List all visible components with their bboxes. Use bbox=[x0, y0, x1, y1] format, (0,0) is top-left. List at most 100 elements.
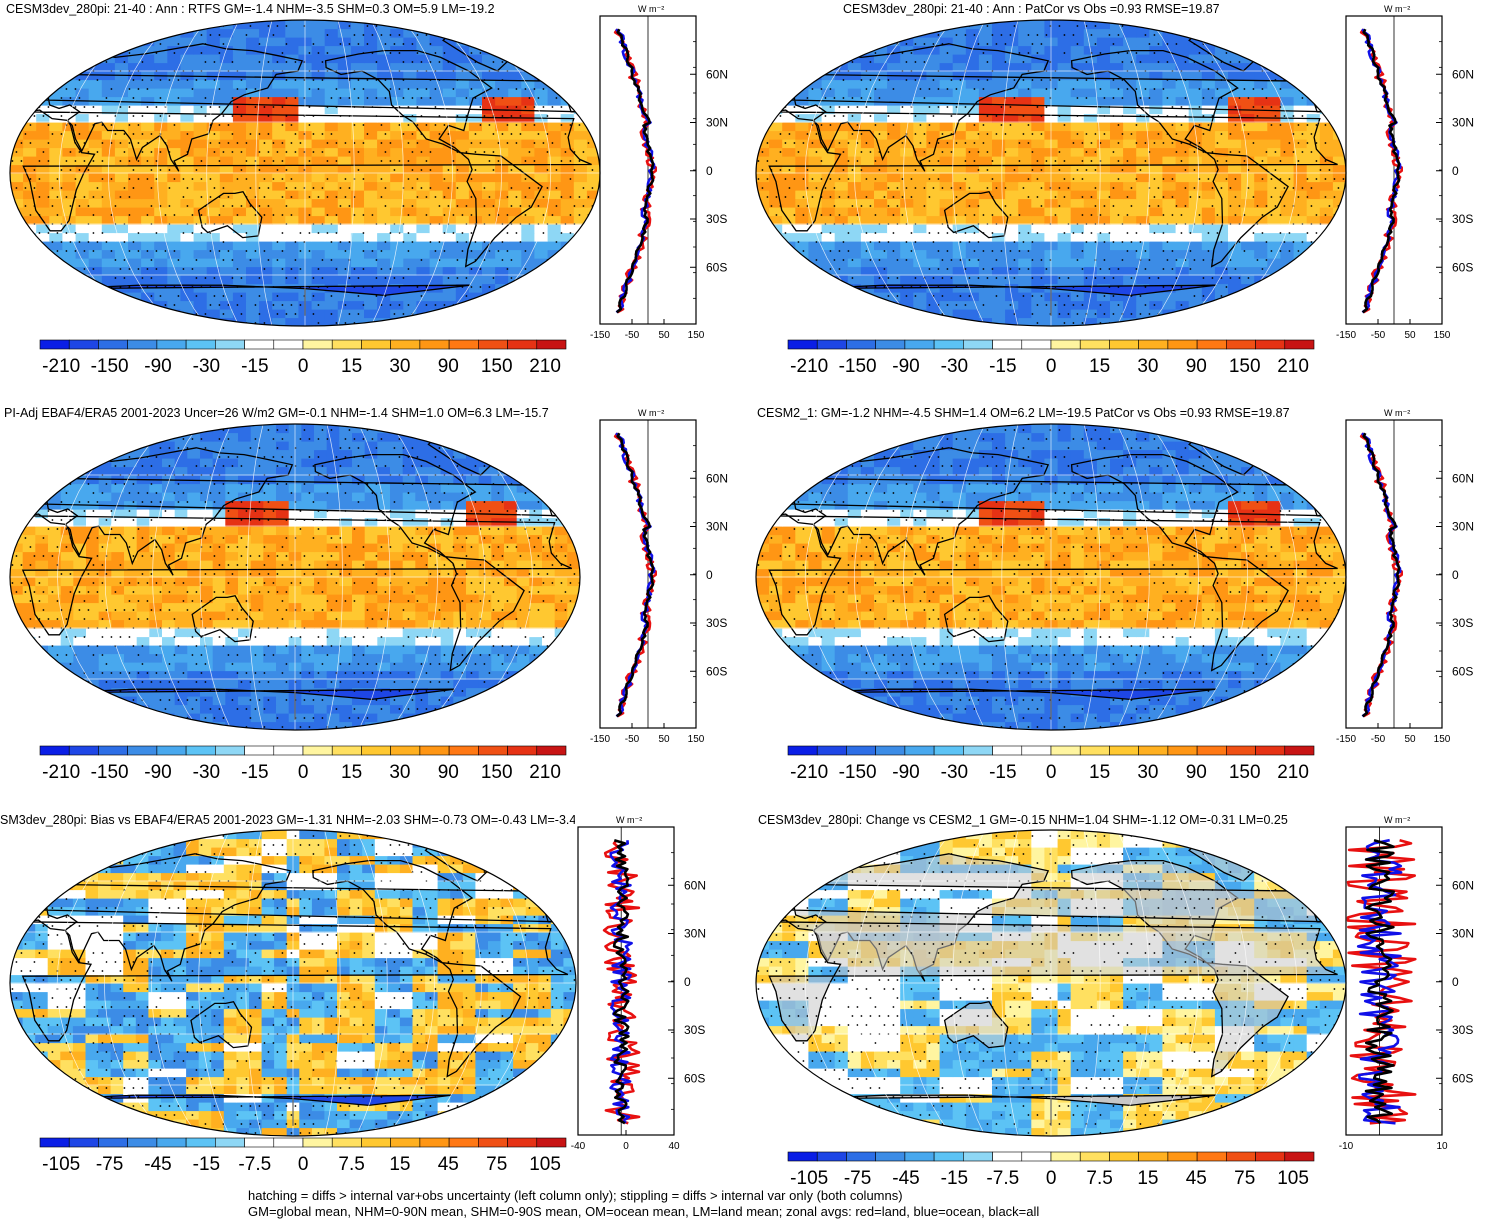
map-cell bbox=[285, 181, 299, 191]
map-cell bbox=[900, 37, 914, 47]
map-cell bbox=[1005, 62, 1019, 72]
map-cell bbox=[1201, 88, 1216, 98]
map-cell bbox=[586, 173, 600, 183]
map-cell bbox=[952, 139, 967, 149]
map-cell bbox=[1083, 139, 1098, 149]
stipple-dot bbox=[510, 61, 513, 63]
map-cell bbox=[403, 20, 417, 30]
map-cell bbox=[1149, 147, 1163, 157]
stipple-dot bbox=[447, 277, 450, 279]
map-cell bbox=[482, 164, 496, 174]
stipple-dot bbox=[299, 232, 302, 234]
stipple-dot bbox=[986, 79, 989, 81]
map-cell bbox=[1070, 20, 1085, 30]
stipple-dot bbox=[470, 52, 473, 54]
map-cell bbox=[23, 198, 37, 208]
map-cell bbox=[769, 45, 783, 55]
stipple-dot bbox=[15, 295, 18, 297]
map-cell bbox=[364, 130, 378, 140]
map-cell bbox=[1110, 156, 1124, 166]
map-cell bbox=[887, 79, 901, 89]
stipple-dot bbox=[56, 52, 59, 54]
map-cell bbox=[1319, 181, 1334, 191]
stipple-dot bbox=[501, 259, 504, 261]
map-cell bbox=[36, 62, 50, 72]
stipple-dot bbox=[290, 178, 293, 180]
map-cell bbox=[154, 300, 168, 310]
map-cell bbox=[521, 207, 535, 217]
stipple-dot bbox=[865, 106, 868, 108]
map-cell bbox=[1293, 88, 1308, 98]
map-cell bbox=[206, 292, 221, 302]
map-cell bbox=[246, 241, 260, 251]
map-cell bbox=[1057, 113, 1072, 123]
stipple-dot bbox=[290, 304, 293, 306]
map-cell bbox=[1228, 122, 1242, 132]
stipple-dot bbox=[555, 43, 558, 45]
map-cell bbox=[1149, 232, 1163, 242]
map-cell bbox=[887, 173, 901, 183]
map-cell bbox=[377, 130, 391, 140]
map-cell bbox=[442, 37, 457, 47]
stipple-dot bbox=[15, 241, 18, 243]
map-cell bbox=[521, 181, 535, 191]
map-cell bbox=[1005, 147, 1019, 157]
stipple-dot bbox=[294, 277, 297, 279]
map-cell bbox=[180, 300, 195, 310]
stipple-dot bbox=[29, 88, 32, 90]
map-cell bbox=[337, 71, 352, 81]
stipple-dot bbox=[281, 106, 284, 108]
stipple-dot bbox=[159, 205, 162, 207]
stipple-dot bbox=[159, 115, 162, 117]
stipple-dot bbox=[420, 151, 423, 153]
stipple-dot bbox=[375, 79, 378, 81]
map-cell bbox=[1057, 292, 1072, 302]
map-cell bbox=[534, 37, 549, 47]
stipple-dot bbox=[231, 61, 234, 63]
map-cell bbox=[1031, 241, 1045, 251]
map-cell bbox=[88, 122, 103, 132]
stipple-dot bbox=[497, 160, 500, 162]
map-cell bbox=[455, 130, 470, 140]
map-cell bbox=[992, 241, 1006, 251]
stipple-dot bbox=[389, 142, 392, 144]
map-cell bbox=[232, 105, 247, 115]
map-cell bbox=[978, 71, 993, 81]
map-cell bbox=[1293, 190, 1308, 200]
map-cell bbox=[1188, 275, 1203, 285]
map-cell bbox=[978, 28, 993, 38]
map-cell bbox=[350, 215, 365, 225]
stipple-dot bbox=[479, 124, 482, 126]
stipple-dot bbox=[551, 142, 554, 144]
stipple-dot bbox=[195, 277, 198, 279]
stipple-dot bbox=[222, 115, 225, 117]
map-cell bbox=[808, 292, 823, 302]
stipple-dot bbox=[65, 88, 68, 90]
map-cell bbox=[926, 130, 941, 140]
map-cell bbox=[495, 173, 509, 183]
map-cell bbox=[1136, 147, 1150, 157]
stipple-dot bbox=[60, 43, 63, 45]
stipple-dot bbox=[47, 160, 50, 162]
stipple-dot bbox=[1207, 88, 1210, 90]
stipple-dot bbox=[245, 142, 248, 144]
map-cell bbox=[808, 139, 823, 149]
map-cell bbox=[1162, 173, 1177, 183]
map-cell bbox=[1332, 156, 1346, 166]
stipple-dot bbox=[362, 88, 365, 90]
map-cell bbox=[1267, 164, 1281, 174]
map-cell bbox=[913, 62, 927, 72]
stipple-dot bbox=[191, 178, 194, 180]
map-cell bbox=[782, 283, 796, 293]
stipple-dot bbox=[537, 277, 540, 279]
map-cell bbox=[10, 300, 24, 310]
stipple-dot bbox=[335, 232, 338, 234]
map-cell bbox=[337, 241, 352, 251]
map-cell bbox=[1267, 71, 1281, 81]
map-cell bbox=[1241, 224, 1255, 234]
stipple-dot bbox=[542, 214, 545, 216]
map-cell bbox=[468, 300, 483, 310]
stipple-dot bbox=[537, 295, 540, 297]
stipple-dot bbox=[128, 214, 131, 216]
stipple-dot bbox=[204, 115, 207, 117]
